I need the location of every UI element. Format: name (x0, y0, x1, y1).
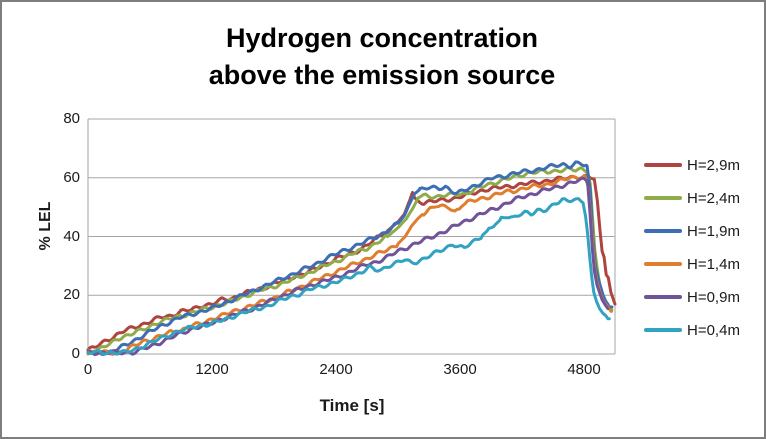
series-line-H=0,4m (86, 197, 611, 356)
y-tick-label-0: 0 (71, 345, 80, 362)
y-tick-label-20: 20 (63, 286, 80, 304)
x-tick-label-4800: 4800 (567, 361, 601, 378)
legend-swatch-icon (644, 229, 682, 233)
legend-entry-H=1,4m: H=1,4m (644, 255, 740, 273)
y-tick-label-80: 80 (63, 110, 80, 127)
x-tick-label-2400: 2400 (319, 361, 353, 378)
legend-swatch-icon (644, 328, 682, 332)
y-tick-label-40: 40 (63, 227, 80, 245)
legend-label: H=1,4m (687, 255, 740, 273)
chart-title-line2: above the emission source (208, 60, 556, 90)
legend-entry-H=0,4m: H=0,4m (644, 321, 740, 339)
legend-label: H=0,4m (687, 321, 740, 339)
legend-label: H=2,4m (687, 189, 740, 207)
legend-swatch-icon (644, 262, 682, 266)
x-tick-label-3600: 3600 (443, 361, 477, 378)
series-line-H=2,4m (86, 165, 614, 354)
legend-swatch-icon (644, 295, 682, 299)
legend-swatch-icon (644, 196, 682, 200)
legend-entry-H=0,9m: H=0,9m (644, 288, 740, 306)
chart-title-line1: Hydrogen concentration (225, 23, 539, 53)
legend-label: H=1,9m (687, 222, 740, 240)
y-tick-label-60: 60 (63, 168, 80, 186)
x-axis-title: Time [s] (319, 396, 385, 415)
chart-title: Hydrogen concentration above the emissio… (82, 20, 682, 94)
series-line-H=1,4m (86, 174, 613, 356)
x-tick-label-0: 0 (83, 361, 93, 378)
legend-entry-H=2,9m: H=2,9m (644, 156, 740, 174)
x-tick-label-1200: 1200 (195, 361, 229, 378)
legend-label: H=0,9m (687, 288, 740, 306)
legend-entry-H=2,4m: H=2,4m (644, 189, 740, 207)
legend-label: H=2,9m (687, 156, 740, 174)
legend-swatch-icon (644, 163, 682, 167)
legend-entry-H=1,9m: H=1,9m (644, 222, 740, 240)
series-line-H=1,9m (86, 160, 614, 356)
